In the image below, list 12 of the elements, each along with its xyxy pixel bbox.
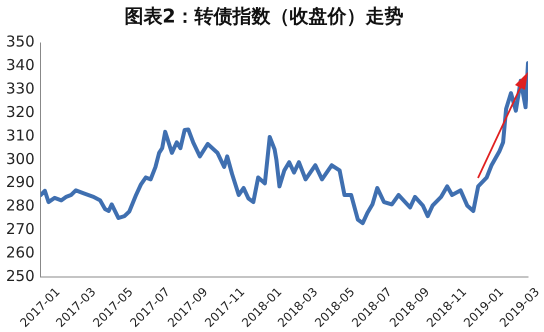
y-tick-label: 290 bbox=[6, 173, 35, 192]
y-tick-label: 260 bbox=[6, 243, 35, 262]
y-tick-label: 320 bbox=[6, 102, 35, 121]
y-tick-label: 270 bbox=[6, 220, 35, 238]
y-tick-label: 350 bbox=[6, 32, 35, 51]
chart-title: 图表2：转债指数（收盘价）走势 bbox=[124, 5, 404, 28]
y-tick-label: 330 bbox=[6, 80, 35, 98]
y-tick-label: 300 bbox=[6, 150, 35, 168]
y-tick-label: 340 bbox=[6, 56, 35, 74]
y-tick-label: 310 bbox=[6, 126, 35, 144]
y-tick-label: 250 bbox=[6, 266, 35, 285]
y-tick-label: 280 bbox=[6, 196, 35, 215]
